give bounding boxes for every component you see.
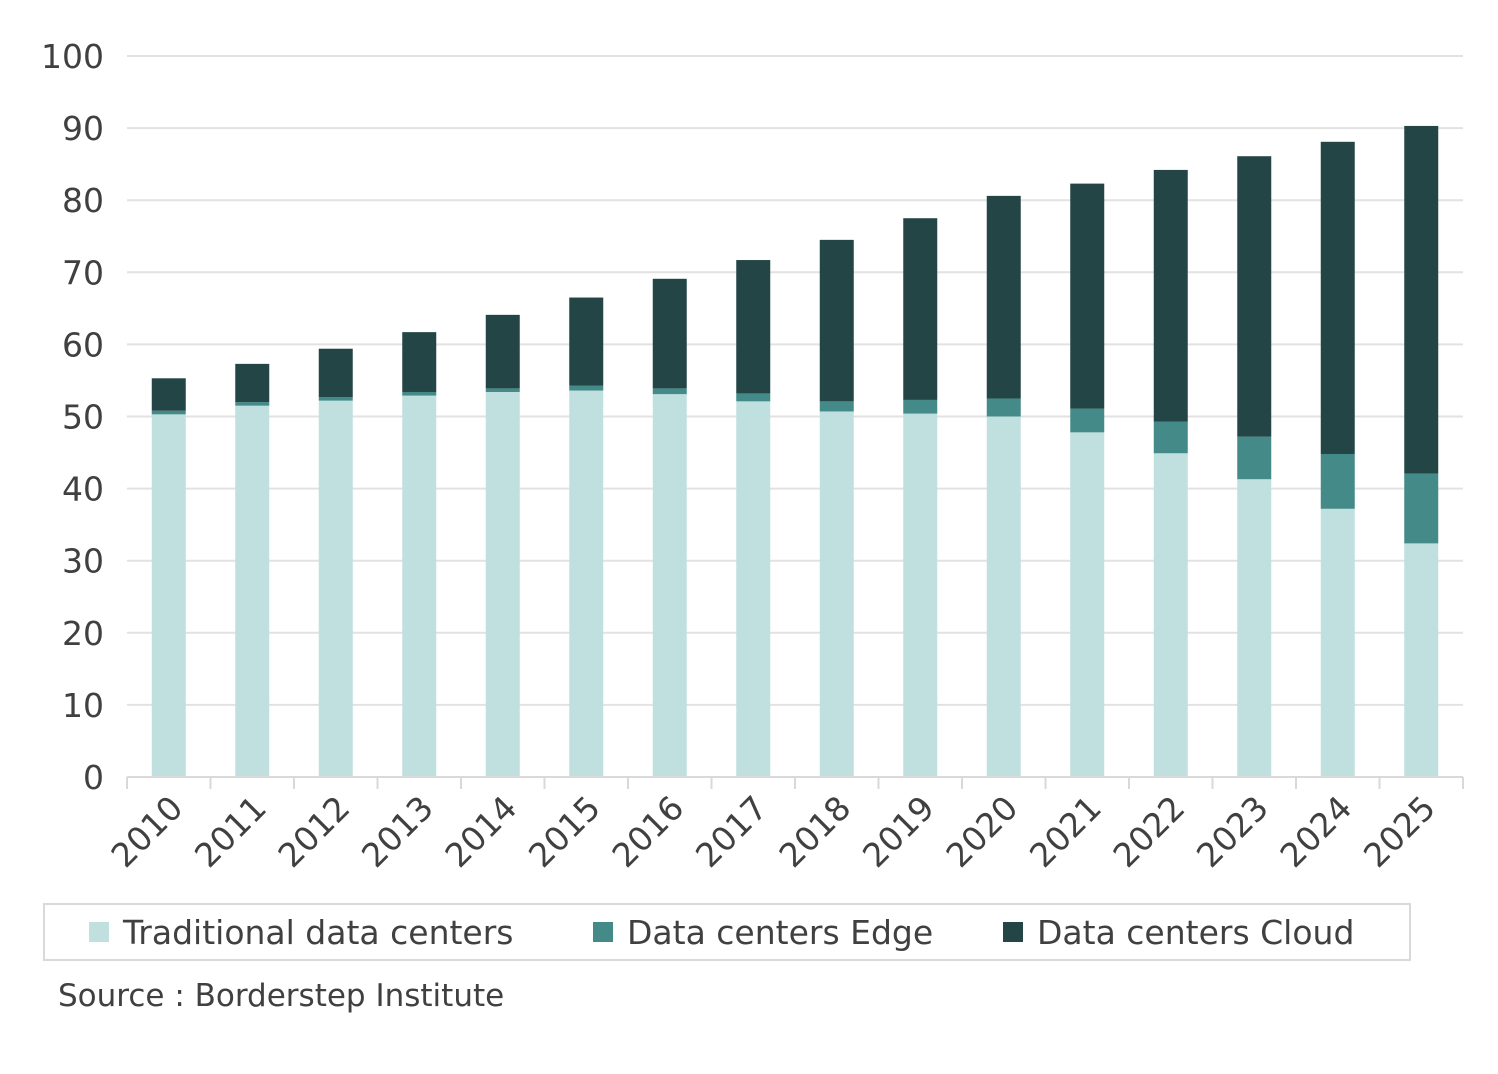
x-tick-label-2013: 2013 bbox=[354, 788, 441, 875]
y-tick-label: 70 bbox=[62, 253, 104, 292]
y-axis-tick-labels: 0 10 20 30 40 50 60 70 80 90 100 bbox=[41, 37, 104, 797]
source-note: Source : Borderstep Institute bbox=[58, 978, 505, 1014]
x-tick-label-2023: 2023 bbox=[1189, 788, 1276, 875]
bar-2024-cloud bbox=[1320, 141, 1355, 454]
y-tick-label: 10 bbox=[62, 686, 104, 725]
bar-2016-traditional bbox=[652, 394, 687, 777]
x-tick-label-2016: 2016 bbox=[604, 788, 691, 875]
bar-2025-traditional bbox=[1404, 543, 1439, 777]
bar-2022-edge bbox=[1153, 421, 1188, 454]
y-tick-label: 80 bbox=[62, 181, 104, 220]
legend-item-cloud: Data centers Cloud bbox=[1003, 905, 1354, 959]
x-tick-label-2012: 2012 bbox=[270, 788, 357, 875]
bar-2013-edge bbox=[402, 391, 437, 396]
bar-2021-cloud bbox=[1070, 183, 1105, 409]
bar-2014-edge bbox=[485, 388, 520, 392]
bar-2013-traditional bbox=[402, 395, 437, 777]
x-tick-label-2015: 2015 bbox=[521, 788, 608, 875]
x-tick-label-2011: 2011 bbox=[187, 788, 274, 875]
bar-2024-edge bbox=[1320, 453, 1355, 509]
bar-2015-traditional bbox=[569, 390, 604, 777]
y-tick-label: 30 bbox=[62, 542, 104, 581]
y-tick-label: 0 bbox=[83, 758, 104, 797]
bar-2019-edge bbox=[903, 399, 938, 414]
bar-2011-edge bbox=[235, 402, 270, 406]
bar-2011-traditional bbox=[235, 405, 270, 777]
bar-2024-traditional bbox=[1320, 508, 1355, 777]
x-axis: 2010201120122013201420152016201720182019… bbox=[103, 776, 1464, 875]
bar-2016-cloud bbox=[652, 278, 687, 389]
bar-2012-edge bbox=[318, 397, 353, 401]
bar-2025-edge bbox=[1404, 473, 1439, 544]
bar-2012-traditional bbox=[318, 400, 353, 777]
x-tick-label-2010: 2010 bbox=[103, 788, 190, 875]
y-tick-label: 20 bbox=[62, 614, 104, 653]
bar-2016-edge bbox=[652, 388, 687, 395]
x-tick-label-2024: 2024 bbox=[1272, 788, 1359, 875]
bar-2021-traditional bbox=[1070, 432, 1105, 777]
bar-2011-cloud bbox=[235, 363, 270, 403]
legend-item-edge: Data centers Edge bbox=[593, 905, 933, 959]
x-tick-label-2022: 2022 bbox=[1105, 788, 1192, 875]
bar-2019-cloud bbox=[903, 218, 938, 400]
bar-2010-cloud bbox=[151, 378, 186, 411]
bar-2022-cloud bbox=[1153, 169, 1188, 422]
bar-2014-traditional bbox=[485, 391, 520, 777]
legend-swatch-cloud bbox=[1003, 922, 1023, 942]
y-tick-label: 50 bbox=[62, 398, 104, 437]
bar-2020-edge bbox=[986, 398, 1021, 417]
bar-2015-edge bbox=[569, 385, 604, 391]
legend-swatch-traditional bbox=[89, 922, 109, 942]
x-tick-label-2020: 2020 bbox=[938, 788, 1025, 875]
bar-2023-traditional bbox=[1237, 479, 1272, 777]
x-tick-label-2019: 2019 bbox=[855, 788, 942, 875]
legend-label-edge: Data centers Edge bbox=[627, 912, 934, 952]
y-tick-label: 60 bbox=[62, 325, 104, 364]
legend-label-cloud: Data centers Cloud bbox=[1037, 912, 1355, 952]
bar-2012-cloud bbox=[318, 348, 353, 398]
bar-2021-edge bbox=[1070, 408, 1105, 433]
x-tick-label-2014: 2014 bbox=[437, 788, 524, 875]
y-tick-label: 90 bbox=[62, 109, 104, 148]
x-tick-label-2025: 2025 bbox=[1356, 788, 1443, 875]
legend-label-traditional: Traditional data centers bbox=[123, 912, 514, 952]
bar-2019-traditional bbox=[903, 413, 938, 777]
legend: Traditional data centers Data centers Ed… bbox=[43, 903, 1411, 961]
bar-2017-cloud bbox=[736, 260, 771, 394]
y-tick-label: 100 bbox=[41, 37, 104, 76]
bar-2018-edge bbox=[819, 401, 854, 412]
x-tick-label-2021: 2021 bbox=[1022, 788, 1109, 875]
legend-swatch-edge bbox=[593, 922, 613, 942]
bar-2020-cloud bbox=[986, 195, 1021, 399]
bar-2025-cloud bbox=[1404, 125, 1439, 474]
bar-2017-traditional bbox=[736, 401, 771, 777]
bar-2023-cloud bbox=[1237, 156, 1272, 437]
bar-2018-traditional bbox=[819, 411, 854, 777]
x-tick-label-2018: 2018 bbox=[771, 788, 858, 875]
bar-2010-traditional bbox=[151, 414, 186, 777]
bar-2020-traditional bbox=[986, 416, 1021, 777]
bar-2013-cloud bbox=[402, 332, 437, 392]
bar-2023-edge bbox=[1237, 436, 1272, 480]
y-tick-label: 40 bbox=[62, 470, 104, 509]
bar-2017-edge bbox=[736, 393, 771, 402]
bars bbox=[151, 125, 1439, 777]
x-tick-label-2017: 2017 bbox=[688, 788, 775, 875]
bar-2018-cloud bbox=[819, 239, 854, 402]
bar-2010-edge bbox=[151, 410, 186, 415]
legend-item-traditional: Traditional data centers bbox=[89, 905, 514, 959]
bar-2022-traditional bbox=[1153, 453, 1188, 777]
bar-2014-cloud bbox=[485, 314, 520, 389]
bar-2015-cloud bbox=[569, 297, 604, 386]
